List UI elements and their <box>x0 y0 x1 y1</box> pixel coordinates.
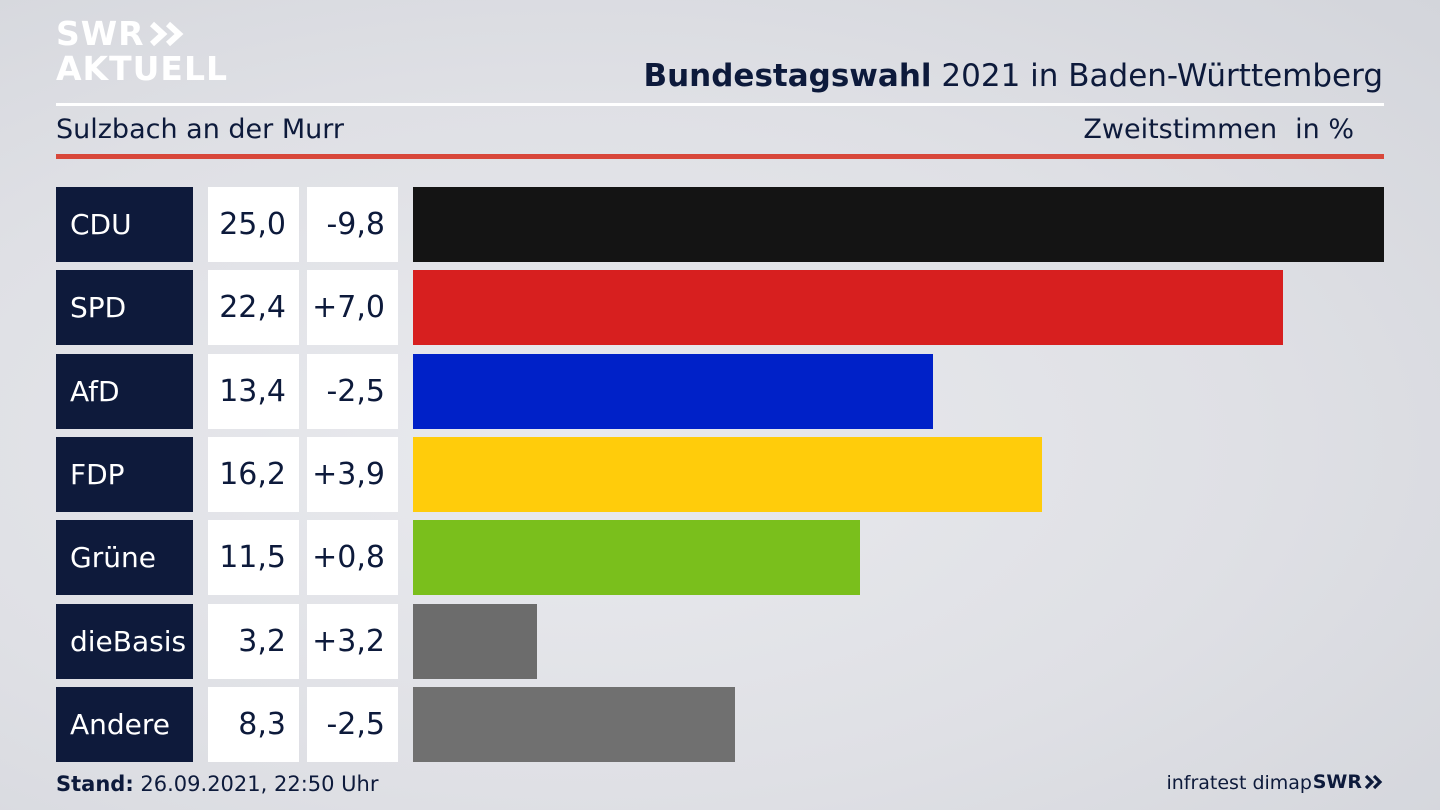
timestamp: Stand: 26.09.2021, 22:50 Uhr <box>56 772 379 796</box>
double-chevron-right-icon <box>1364 774 1383 790</box>
vote-share-value: 22,4 <box>208 270 299 345</box>
swr-aktuell-logo: SWR AKTUELL <box>56 16 228 86</box>
party-row: AfD 13,4 -2,5 <box>56 354 1384 429</box>
timestamp-value: 26.09.2021, 22:50 Uhr <box>133 772 379 796</box>
footer-logo-text: SWR <box>1312 771 1362 793</box>
unit-label: in % <box>1295 114 1354 145</box>
accent-divider <box>56 154 1384 159</box>
metric-label: Zweitstimmen in % <box>1083 114 1354 145</box>
party-label: AfD <box>56 354 193 429</box>
vote-share-bar <box>413 187 1384 262</box>
party-row: FDP 16,2 +3,9 <box>56 437 1384 512</box>
vote-change-value: +7,0 <box>307 270 398 345</box>
vote-share-bar <box>413 687 735 762</box>
vote-share-value: 8,3 <box>208 687 299 762</box>
vote-share-bar <box>413 354 933 429</box>
vote-share-value: 25,0 <box>208 187 299 262</box>
party-row: CDU 25,0 -9,8 <box>56 187 1384 262</box>
timestamp-label: Stand: <box>56 772 134 796</box>
vote-change-value: +3,9 <box>307 437 398 512</box>
vote-change-value: +3,2 <box>307 604 398 679</box>
page-title: Bundestagswahl 2021 in Baden-Württemberg <box>643 58 1383 94</box>
vote-share-value: 13,4 <box>208 354 299 429</box>
vote-share-bar <box>413 437 1042 512</box>
party-label: Andere <box>56 687 193 762</box>
double-chevron-right-icon <box>149 21 184 46</box>
swr-footer-logo: SWR <box>1313 771 1384 793</box>
vote-change-value: -2,5 <box>307 354 398 429</box>
results-chart: CDU 25,0 -9,8 SPD 22,4 +7,0 AfD 13,4 -2,5 FDP 16,2… <box>56 187 1384 762</box>
party-row: Andere 8,3 -2,5 <box>56 687 1384 762</box>
vote-share-bar <box>413 270 1283 345</box>
vote-change-value: -2,5 <box>307 687 398 762</box>
vote-share-bar <box>413 520 860 595</box>
party-row: Grüne 11,5 +0,8 <box>56 520 1384 595</box>
vote-share-value: 3,2 <box>208 604 299 679</box>
party-label: SPD <box>56 270 193 345</box>
location-label: Sulzbach an der Murr <box>56 114 344 145</box>
source-credit: infratest dimap <box>1166 772 1312 794</box>
metric-name: Zweitstimmen <box>1083 114 1278 145</box>
title-bold: Bundestagswahl <box>643 58 932 94</box>
logo-aktuell-text: AKTUELL <box>56 49 229 88</box>
party-label: FDP <box>56 437 193 512</box>
logo-swr-text: SWR <box>56 14 145 53</box>
vote-share-bar <box>413 604 537 679</box>
party-label: dieBasis <box>56 604 193 679</box>
party-label: CDU <box>56 187 193 262</box>
title-rest: 2021 in Baden-Württemberg <box>931 58 1383 94</box>
vote-change-value: -9,8 <box>307 187 398 262</box>
vote-share-value: 16,2 <box>208 437 299 512</box>
vote-share-value: 11,5 <box>208 520 299 595</box>
party-row: dieBasis 3,2 +3,2 <box>56 604 1384 679</box>
party-row: SPD 22,4 +7,0 <box>56 270 1384 345</box>
header-divider <box>56 103 1384 106</box>
party-label: Grüne <box>56 520 193 595</box>
vote-change-value: +0,8 <box>307 520 398 595</box>
